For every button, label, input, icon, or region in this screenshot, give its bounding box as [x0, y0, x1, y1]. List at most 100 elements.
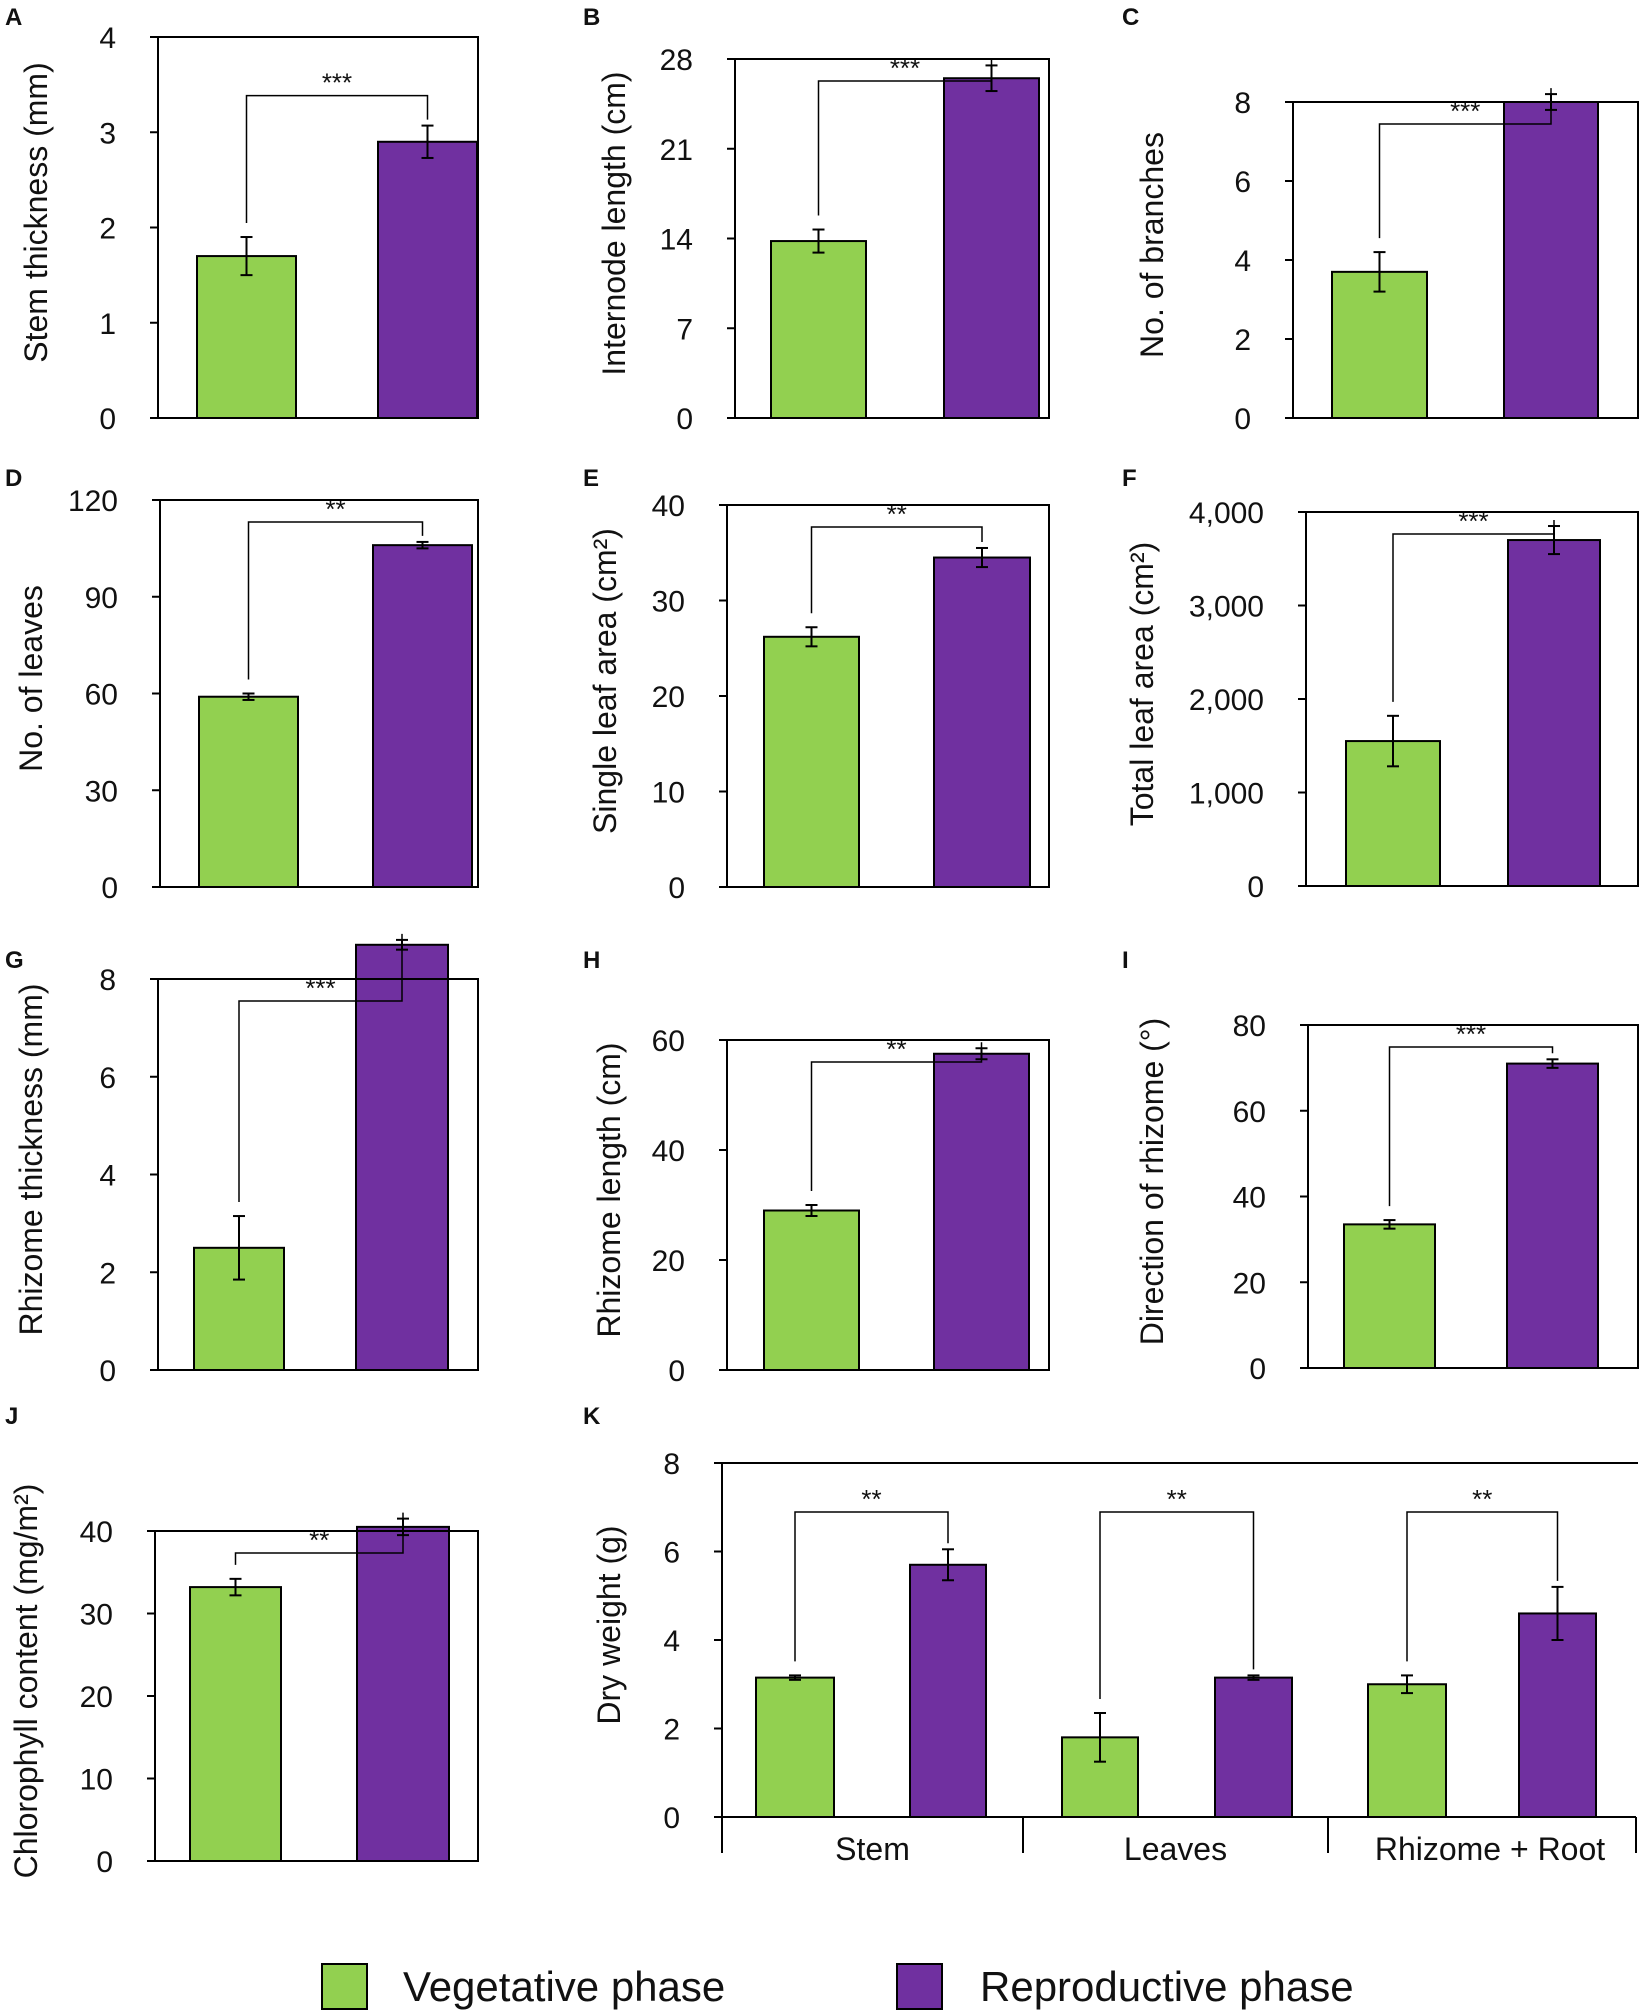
y-tick-label: 21 — [660, 134, 693, 167]
bar-vegetative — [1343, 1223, 1436, 1370]
y-tick-label: 2 — [1234, 324, 1251, 357]
y-axis-label: No. of branches — [1134, 132, 1170, 358]
y-tick-label: 6 — [1234, 166, 1251, 199]
error-bar — [1401, 1674, 1413, 1695]
bracket-line — [1099, 1511, 1255, 1700]
y-tick-label: 4 — [99, 22, 116, 55]
panel-letter: K — [583, 1403, 601, 1430]
bar-vegetative — [763, 635, 860, 888]
bar-reproductive — [909, 1563, 987, 1819]
bar-reproductive — [943, 77, 1040, 419]
bar-vegetative — [1367, 1683, 1447, 1818]
plot-frame — [726, 504, 1050, 888]
legend: Vegetative phase Reproductive phase — [321, 1963, 1354, 2010]
y-tick-label: 80 — [1233, 1010, 1266, 1043]
y-tick-label: 2 — [663, 1714, 680, 1747]
bracket-line — [238, 933, 403, 1203]
y-tick-label: 0 — [99, 1355, 116, 1388]
y-axis-label: Dry weight (g) — [591, 1525, 627, 1724]
legend-label-reproductive: Reproductive phase — [980, 1963, 1354, 2010]
y-axis-label: Stem thickness (mm) — [18, 62, 54, 362]
bracket-line — [1388, 1046, 1554, 1207]
y-tick-label: 60 — [652, 1025, 685, 1058]
y-tick-label: 2 — [99, 1257, 116, 1290]
y-tick-label: 90 — [85, 582, 118, 615]
plot-frame — [1292, 101, 1639, 419]
panel-letter: H — [583, 947, 600, 974]
panel-letter: B — [583, 4, 600, 31]
legend-label-vegetative: Vegetative phase — [403, 1963, 725, 2010]
y-axis-label: No. of leaves — [13, 585, 49, 772]
y-tick-label: 30 — [80, 1599, 113, 1632]
bar-vegetative — [198, 695, 299, 888]
significance-label: *** — [1458, 506, 1488, 536]
y-axis-label: Direction of rhizome (°) — [1134, 1018, 1170, 1346]
y-tick-label: 0 — [1249, 1353, 1266, 1386]
y-tick-label: 14 — [660, 224, 693, 257]
error-bar — [805, 1204, 818, 1217]
error-bar — [1387, 714, 1399, 768]
x-category-label: Rhizome + Root — [1375, 1831, 1605, 1867]
error-bar — [233, 1215, 245, 1281]
bar-vegetative — [1331, 270, 1428, 419]
y-tick-label: 40 — [1233, 1182, 1266, 1215]
y-tick-label: 10 — [80, 1764, 113, 1797]
y-tick-label: 8 — [663, 1448, 680, 1481]
y-tick-label: 0 — [96, 1846, 113, 1879]
error-bar — [1551, 1585, 1564, 1641]
significance-label: ** — [1167, 1484, 1187, 1514]
significance-label: ** — [1472, 1484, 1492, 1514]
plot-frame — [721, 1462, 1638, 1817]
y-tick-label: 4 — [663, 1625, 680, 1658]
panel-g: G 0 2 4 6 8 Rhizome thickness (mm) *** — [5, 933, 479, 1388]
y-tick-label: 7 — [676, 313, 693, 346]
significance-label: ** — [887, 499, 907, 529]
significance-label: *** — [305, 973, 335, 1003]
plot-frame — [159, 499, 479, 888]
plot-frame — [154, 1530, 479, 1862]
error-bar — [229, 1577, 242, 1597]
y-tick-label: 3,000 — [1189, 591, 1264, 624]
y-tick-label: 2 — [99, 213, 116, 246]
y-tick-label: 3 — [99, 117, 116, 150]
x-category-label: Leaves — [1124, 1831, 1227, 1867]
significance-label: ** — [886, 1034, 906, 1064]
bar-reproductive — [933, 1052, 1030, 1371]
significance-label: ** — [325, 494, 345, 524]
panel-letter: C — [1122, 4, 1139, 31]
bracket-line — [810, 1042, 983, 1191]
bracket-line — [794, 1511, 949, 1662]
bracket-line — [234, 1512, 404, 1565]
bracket-line — [810, 526, 983, 614]
bracket-line — [247, 521, 424, 680]
y-tick-label: 40 — [80, 1516, 113, 1549]
y-tick-label: 20 — [652, 681, 685, 714]
y-tick-label: 0 — [663, 1802, 680, 1835]
error-bar — [1247, 1674, 1260, 1681]
significance-bracket: ** — [1099, 1484, 1255, 1700]
y-tick-label: 0 — [1234, 403, 1251, 436]
panel-b: B 0 7 14 21 28 Internode length (cm) *** — [583, 4, 1050, 436]
bar-reproductive — [1518, 1612, 1597, 1818]
y-tick-label: 0 — [99, 403, 116, 436]
plot-frame — [1305, 511, 1639, 887]
y-tick-label: 60 — [1233, 1096, 1266, 1129]
y-tick-label: 6 — [663, 1537, 680, 1570]
y-tick-label: 4 — [99, 1160, 116, 1193]
y-axis-label: Single leaf area (cm²) — [587, 528, 623, 834]
significance-bracket: ** — [247, 494, 424, 680]
significance-label: *** — [890, 53, 920, 83]
bar-reproductive — [377, 140, 478, 419]
error-bar — [421, 124, 434, 159]
y-axis-label: Rhizome thickness (mm) — [13, 983, 49, 1335]
bar-reproductive — [355, 943, 449, 1371]
y-tick-label: 4,000 — [1189, 497, 1264, 530]
bar-reproductive — [356, 1525, 450, 1862]
error-bar — [242, 692, 255, 701]
plot-frame — [157, 36, 479, 419]
significance-label: *** — [1450, 96, 1480, 126]
panel-i: I 0 20 40 60 80 Direction of rhizome (°) *** — [1122, 947, 1639, 1386]
y-axis-label: Rhizome length (cm) — [591, 1042, 627, 1337]
